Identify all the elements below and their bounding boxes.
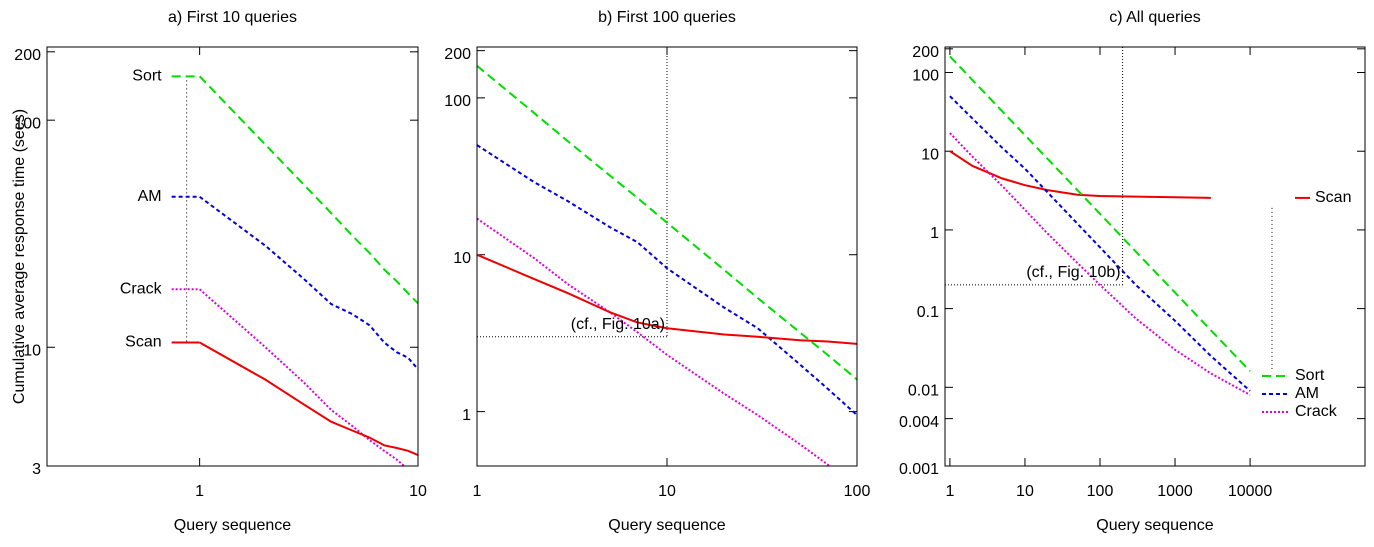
y-tick-label: 0.004	[899, 414, 939, 431]
plot-area	[477, 47, 857, 466]
y-tick-label: 10	[23, 342, 41, 359]
annotation: (cf., Fig. 10a)	[571, 316, 665, 333]
x-tick-label: 10	[1016, 483, 1034, 500]
plot-frame	[46, 46, 419, 467]
y-tick-label: 100	[14, 115, 41, 132]
x-tick-label: 1	[945, 483, 954, 500]
x-tick-label: 1	[473, 483, 482, 500]
series-line	[949, 132, 1251, 396]
y-tick-label: 0.1	[917, 304, 939, 321]
y-tick-label: 100	[912, 68, 939, 85]
legend-label: Crack	[120, 281, 163, 298]
y-tick-label: 1	[462, 407, 471, 424]
y-tick-label: 0.001	[899, 461, 939, 478]
x-axis-label: Query sequence	[608, 517, 726, 534]
x-axis-label: Query sequence	[174, 517, 292, 534]
x-axis-label: Query sequence	[1096, 517, 1214, 534]
legend-label: Scan	[125, 334, 161, 351]
x-tick-label: 100	[1087, 483, 1114, 500]
x-tick-label: 1000	[1157, 483, 1193, 500]
y-tick-label: 200	[912, 44, 939, 61]
plot-frame	[944, 46, 1366, 467]
series-line	[477, 253, 857, 345]
y-tick-label: 200	[444, 46, 471, 63]
x-tick-label: 10000	[1228, 483, 1273, 500]
legend-label: AM	[1295, 385, 1319, 402]
y-tick-label: 0.01	[908, 383, 939, 400]
annotation: (cf., Fig. 10b)	[1026, 264, 1120, 281]
legend-label: AM	[138, 188, 162, 205]
series-line	[477, 144, 857, 416]
y-axis-label: Cumulative average response time (secs)	[11, 109, 28, 404]
series-line	[949, 55, 1251, 372]
series-line	[198, 75, 418, 305]
x-tick-label: 10	[658, 483, 676, 500]
series-line	[199, 195, 418, 370]
subplot-title: c) All queries	[1109, 9, 1201, 26]
series-line	[477, 65, 857, 381]
x-tick-label: 100	[844, 483, 871, 500]
series-line	[199, 341, 418, 457]
x-tick-label: 1	[195, 483, 204, 500]
y-tick-label: 100	[444, 93, 471, 110]
series-line	[198, 288, 406, 466]
legend-label: Sort	[132, 68, 162, 85]
legend-label: Crack	[1295, 403, 1338, 420]
subplot-title: a) First 10 queries	[168, 9, 297, 26]
subplot-title: b) First 100 queries	[598, 9, 736, 26]
legend-label: Sort	[1295, 367, 1325, 384]
plot-area	[198, 75, 418, 466]
y-tick-label: 1	[930, 225, 939, 242]
x-tick-label: 10	[409, 483, 427, 500]
plot-frame	[476, 46, 858, 467]
y-tick-label: 10	[921, 146, 939, 163]
series-line	[949, 95, 1251, 392]
plot-area	[945, 47, 1251, 396]
y-tick-label: 200	[14, 47, 41, 64]
y-tick-label: 10	[453, 250, 471, 267]
y-tick-label: 3	[32, 461, 41, 478]
series-line	[477, 217, 832, 466]
series-line	[949, 150, 1211, 199]
legend-label: Scan	[1315, 189, 1351, 206]
